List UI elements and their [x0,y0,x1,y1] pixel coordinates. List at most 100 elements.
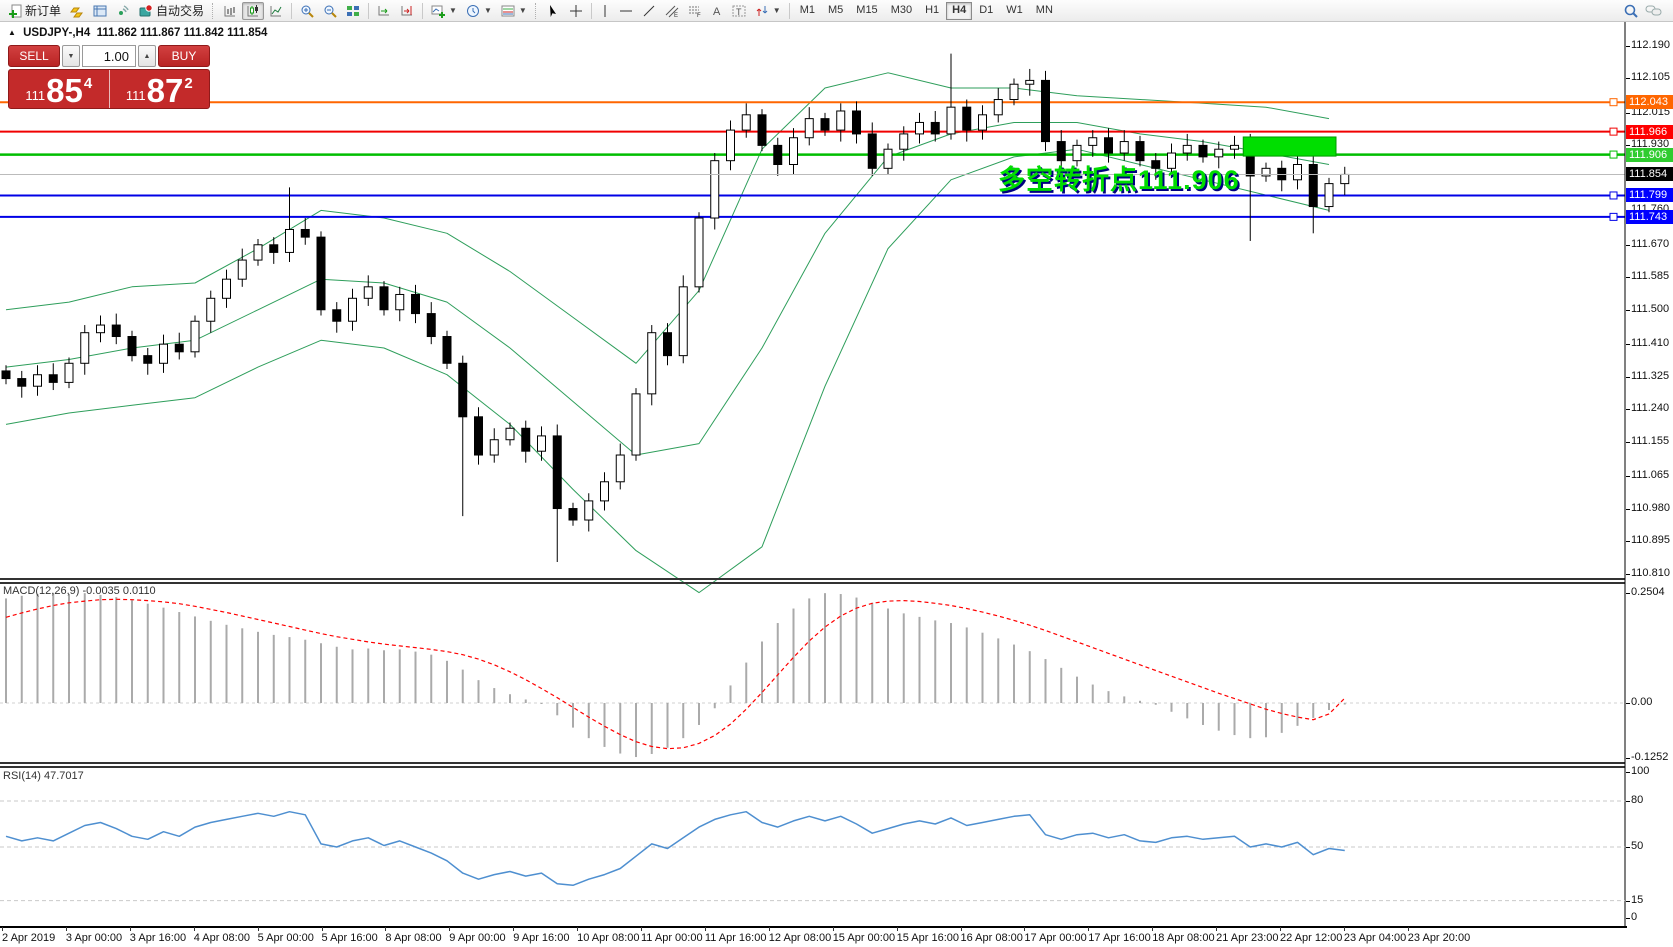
caret-down-icon: ▼ [449,6,457,15]
timeframe-m1[interactable]: M1 [799,3,815,16]
candle-body [600,481,609,502]
macd-bar [1312,703,1315,718]
timeframe-m5[interactable]: M5 [828,3,844,16]
macd-bar [68,594,70,703]
zoom-out-button[interactable] [319,2,341,20]
line-handle[interactable] [1609,212,1618,221]
macd-bar [1107,691,1110,703]
candle-body [474,416,483,456]
new-order-button[interactable]: 新订单 [4,2,65,20]
green-rectangle-object[interactable] [1242,136,1337,157]
line-handle[interactable] [1609,191,1618,200]
crosshair-button[interactable] [565,2,587,20]
trendline-button[interactable] [638,2,660,20]
cursor-button[interactable] [542,2,564,20]
bar-chart-button[interactable] [219,2,241,20]
candle-body [1072,144,1082,162]
candle-body [993,99,1003,116]
line-handle[interactable] [1609,98,1618,107]
vertical-line-button[interactable] [596,2,614,20]
tile-windows-button[interactable] [342,2,364,20]
candle-body [1009,83,1019,101]
candle-body [33,374,42,387]
timeframe-h4[interactable]: H4 [946,1,973,20]
text-label-button[interactable]: T [728,2,750,20]
buy-button[interactable]: BUY [158,45,210,67]
autotrade-label: 自动交易 [156,4,205,18]
candle-body [852,110,861,135]
signals-button[interactable] [112,2,134,20]
macd-bar [745,662,748,703]
signal-icon [116,4,130,18]
candle-body [915,121,924,135]
trendline-icon [642,4,656,18]
candle-body [316,236,326,311]
macd-bar [839,594,842,703]
timeframe-d1[interactable]: D1 [979,3,994,16]
pane-separator[interactable] [0,582,1625,584]
macd-bar [1154,703,1157,705]
macd-bar [1249,703,1252,739]
sell-price[interactable]: 111 85 4 [9,70,110,108]
toolbar-separator [291,2,293,19]
auto-scroll-button[interactable] [373,2,395,20]
template-button[interactable]: ▼ [497,2,531,20]
line-handle[interactable] [1609,127,1618,136]
macd-bar [288,637,291,703]
candle-body [127,336,137,357]
macd-bar [918,616,921,703]
candle-body [820,118,830,131]
line-chart-button[interactable] [265,2,287,20]
toolbar-separator [422,2,424,19]
candle-body [332,309,342,322]
candle-body [1056,141,1066,162]
chart-area[interactable] [0,22,1673,947]
market-watch-button[interactable] [89,2,111,20]
macd-bar [1076,676,1078,703]
pane-separator[interactable] [0,762,1625,764]
autotrade-button[interactable]: 自动交易 [135,2,208,20]
macd-bar [146,603,149,703]
timeframe-mn[interactable]: MN [1035,3,1053,16]
volume-increase-button[interactable]: ▲ [138,45,156,67]
volume-input[interactable]: 1.00 [82,45,136,67]
macd-bar [540,703,543,704]
timeframe-w1[interactable]: W1 [1006,3,1023,16]
macd-bar [603,703,606,747]
fibonacci-button[interactable]: F [684,2,706,20]
rsi-line [5,810,1345,887]
buy-price[interactable]: 111 87 2 [110,70,210,108]
sell-button[interactable]: SELL [8,45,60,67]
macd-bar [99,594,102,703]
timeframe-m15[interactable]: M15 [856,3,878,16]
arrows-button[interactable]: ▼ [751,2,785,20]
candle-body [17,378,27,387]
horizontal-line-icon [619,4,633,18]
zoom-in-button[interactable] [296,2,318,20]
candle-body [804,118,814,139]
buy-price-sup: 2 [184,75,193,92]
macd-bar [1343,703,1346,705]
equidistant-channel-button[interactable]: E [661,2,683,20]
horizontal-line-button[interactable] [615,2,637,20]
candle-body [348,297,357,322]
gold-button[interactable] [66,2,88,20]
candle-body [1230,144,1239,150]
periodicity-button[interactable]: ▼ [462,2,496,20]
chart-shift-button[interactable] [396,2,418,20]
timeframe-m30[interactable]: M30 [890,3,913,16]
candle-body [379,286,389,311]
line-handle[interactable] [1609,150,1618,159]
candle-body [269,244,279,253]
pane-separator[interactable] [0,578,1625,580]
candle-body [1104,137,1113,154]
chat-icon[interactable] [1645,3,1663,19]
search-icon[interactable] [1623,3,1639,19]
macd-signal-line [5,598,1346,750]
text-button[interactable]: A [707,2,727,20]
pane-separator[interactable] [0,766,1625,768]
timeframe-h1[interactable]: H1 [925,3,940,16]
volume-decrease-button[interactable]: ▼ [62,45,80,67]
candlestick-chart-button[interactable] [242,1,265,20]
new-chart-button[interactable]: ▼ [427,2,461,20]
